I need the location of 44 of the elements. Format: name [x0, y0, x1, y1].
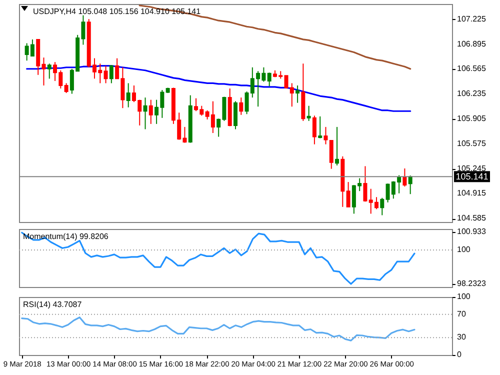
y-tick-label: 30	[457, 332, 466, 342]
candlestick	[296, 84, 300, 104]
line-series	[26, 65, 412, 112]
candlestick	[148, 99, 153, 124]
candlestick	[335, 126, 340, 166]
candlestick	[64, 82, 68, 94]
y-tick-label: 106.235	[457, 89, 486, 98]
y-tick-label: 106.895	[457, 39, 486, 48]
y-tick-label: 0	[457, 350, 462, 359]
candlestick	[329, 140, 334, 170]
candlestick	[104, 65, 108, 84]
candlestick	[234, 100, 238, 130]
candlestick	[47, 63, 52, 80]
y-tick-label: 100.933	[457, 227, 486, 236]
candlestick	[408, 175, 412, 195]
candlestick	[126, 82, 130, 108]
candlestick	[109, 64, 114, 84]
y-tick-label: 104.915	[457, 188, 486, 198]
candlestick	[312, 115, 316, 145]
y-tick-label: 70	[457, 309, 466, 318]
y-tick-label: 104.585	[457, 214, 486, 223]
candlestick	[318, 116, 322, 139]
y-tick-label: 100	[457, 245, 471, 254]
y-tick-label: 107.225	[457, 14, 486, 24]
candlestick	[402, 168, 407, 188]
line-series	[138, 4, 412, 70]
candlestick	[306, 105, 311, 122]
candlestick	[267, 72, 272, 87]
line-series	[21, 316, 416, 342]
chart-title: RSI(14) 43.7087	[23, 300, 82, 309]
y-tick-label: 100	[457, 292, 471, 301]
y-tick-label: 106.565	[457, 64, 486, 74]
line-series	[21, 232, 416, 285]
y-tick-label: 98.2323	[457, 278, 486, 288]
y-tick-label: 105.905	[457, 114, 486, 124]
candlestick	[363, 166, 368, 202]
candlestick	[324, 126, 328, 145]
candlestick	[380, 197, 384, 216]
y-tick-label: 105.575	[457, 138, 486, 148]
candlestick	[143, 97, 148, 130]
y-tick-label: 105.245	[457, 164, 486, 173]
candlestick	[239, 97, 244, 116]
ref-line-label: 105.141	[456, 172, 488, 182]
candlestick	[346, 182, 350, 208]
